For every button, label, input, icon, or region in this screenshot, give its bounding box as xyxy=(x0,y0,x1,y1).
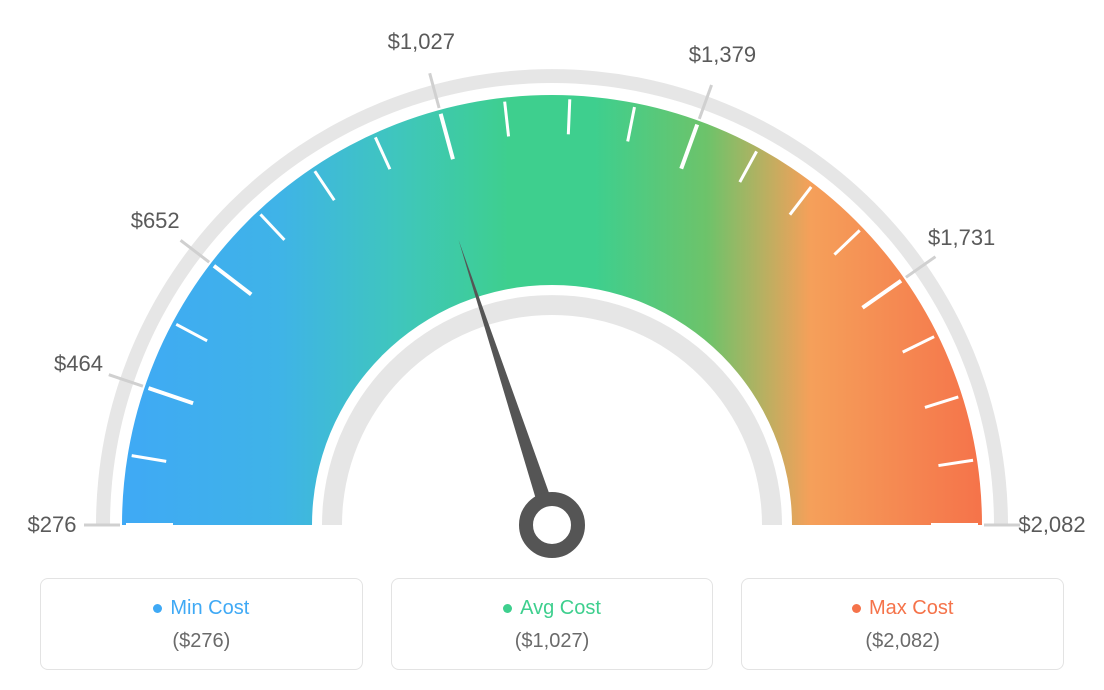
max-cost-value: ($2,082) xyxy=(752,630,1053,653)
avg-dot-icon xyxy=(503,604,512,613)
gauge-svg xyxy=(0,0,1104,560)
max-cost-card: Max Cost ($2,082) xyxy=(741,578,1064,670)
avg-cost-title: Avg Cost xyxy=(503,597,601,620)
max-dot-icon xyxy=(852,604,861,613)
gauge-tick-label: $1,731 xyxy=(928,225,995,251)
gauge-tick-label: $276 xyxy=(28,512,77,538)
max-cost-title: Max Cost xyxy=(852,597,953,620)
min-cost-value: ($276) xyxy=(51,630,352,653)
gauge-tick-label: $1,027 xyxy=(388,29,455,55)
min-dot-icon xyxy=(153,604,162,613)
gauge-tick-label: $2,082 xyxy=(1018,512,1085,538)
summary-cards: Min Cost ($276) Avg Cost ($1,027) Max Co… xyxy=(40,578,1064,670)
max-cost-label: Max Cost xyxy=(869,597,953,620)
gauge-tick-label: $464 xyxy=(54,351,103,377)
min-cost-label: Min Cost xyxy=(170,597,249,620)
avg-cost-label: Avg Cost xyxy=(520,597,601,620)
needle-pivot xyxy=(526,499,578,551)
avg-cost-card: Avg Cost ($1,027) xyxy=(391,578,714,670)
gauge-tick-label: $652 xyxy=(131,208,180,234)
gauge-tick-label: $1,379 xyxy=(689,42,756,68)
minor-tick xyxy=(568,99,569,134)
min-cost-card: Min Cost ($276) xyxy=(40,578,363,670)
avg-cost-value: ($1,027) xyxy=(402,630,703,653)
min-cost-title: Min Cost xyxy=(153,597,249,620)
cost-gauge: $276 $652 $1,027 $1,379 $1,731 $2,082 $464 xyxy=(0,0,1104,560)
